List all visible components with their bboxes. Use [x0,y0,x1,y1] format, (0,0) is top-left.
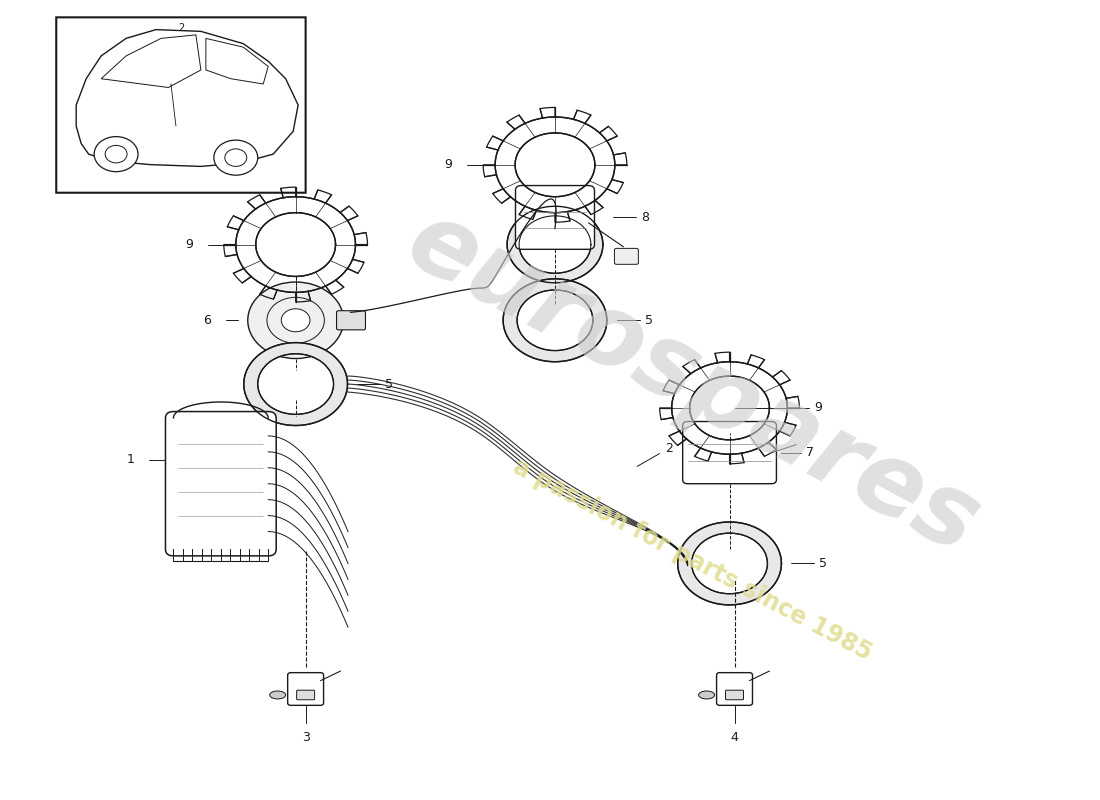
Wedge shape [507,206,603,283]
Text: a passion for parts since 1985: a passion for parts since 1985 [509,454,876,665]
Text: 9: 9 [814,402,822,414]
Wedge shape [235,197,355,292]
Ellipse shape [270,691,286,699]
FancyBboxPatch shape [288,673,323,706]
Wedge shape [672,362,788,454]
FancyBboxPatch shape [297,690,315,700]
Text: 5: 5 [645,314,652,326]
Circle shape [248,282,343,358]
Text: 3: 3 [301,731,309,744]
FancyBboxPatch shape [165,411,276,556]
FancyBboxPatch shape [726,690,744,700]
Text: 2: 2 [637,442,672,466]
Text: 2: 2 [178,22,184,33]
FancyBboxPatch shape [716,673,752,706]
Wedge shape [495,117,615,213]
FancyBboxPatch shape [337,310,365,330]
Circle shape [95,137,138,172]
FancyBboxPatch shape [683,422,777,484]
FancyBboxPatch shape [516,186,594,250]
Circle shape [224,149,246,166]
Ellipse shape [698,691,715,699]
Text: 1: 1 [126,454,134,466]
Text: 5: 5 [820,557,827,570]
Wedge shape [244,342,348,426]
Text: 7: 7 [806,446,814,459]
Text: 6: 6 [204,314,211,326]
Wedge shape [678,522,781,605]
FancyBboxPatch shape [56,18,306,193]
Text: 4: 4 [730,731,738,744]
Circle shape [267,298,324,343]
FancyBboxPatch shape [615,248,638,264]
Text: 5: 5 [385,378,394,390]
Circle shape [106,146,128,163]
Text: 9: 9 [444,158,452,171]
Circle shape [213,140,257,175]
Text: 9: 9 [185,238,192,251]
Circle shape [282,309,310,332]
Wedge shape [503,279,607,362]
Text: 8: 8 [641,211,649,224]
Text: eurospares: eurospares [390,193,994,575]
